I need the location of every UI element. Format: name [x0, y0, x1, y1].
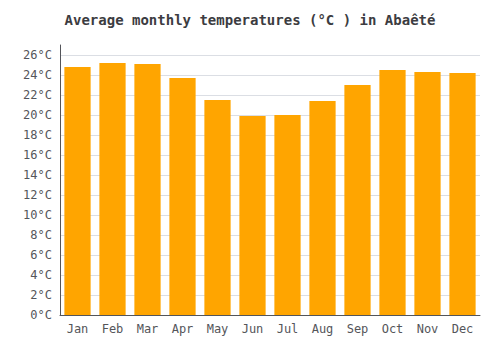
svg-text:10°C: 10°C: [23, 208, 52, 222]
svg-text:Apr: Apr: [172, 322, 194, 336]
svg-text:Aug: Aug: [312, 322, 334, 336]
svg-text:6°C: 6°C: [30, 248, 52, 262]
svg-text:24°C: 24°C: [23, 68, 52, 82]
svg-text:Nov: Nov: [417, 322, 439, 336]
svg-text:4°C: 4°C: [30, 268, 52, 282]
svg-text:Sep: Sep: [347, 322, 369, 336]
svg-text:Dec: Dec: [452, 322, 474, 336]
svg-text:Jul: Jul: [277, 322, 299, 336]
svg-text:26°C: 26°C: [23, 48, 52, 62]
svg-text:8°C: 8°C: [30, 228, 52, 242]
svg-text:May: May: [207, 322, 229, 336]
svg-text:Feb: Feb: [102, 322, 124, 336]
svg-text:2°C: 2°C: [30, 288, 52, 302]
svg-text:14°C: 14°C: [23, 168, 52, 182]
svg-text:0°C: 0°C: [30, 308, 52, 322]
svg-text:Jan: Jan: [67, 322, 89, 336]
svg-text:12°C: 12°C: [23, 188, 52, 202]
svg-text:16°C: 16°C: [23, 148, 52, 162]
svg-text:20°C: 20°C: [23, 108, 52, 122]
svg-text:Average monthly temperatures (: Average monthly temperatures (°C ) in Ab…: [65, 12, 436, 28]
svg-text:18°C: 18°C: [23, 128, 52, 142]
svg-text:Mar: Mar: [137, 322, 159, 336]
svg-text:Jun: Jun: [242, 322, 264, 336]
svg-text:22°C: 22°C: [23, 88, 52, 102]
svg-text:Oct: Oct: [382, 322, 404, 336]
